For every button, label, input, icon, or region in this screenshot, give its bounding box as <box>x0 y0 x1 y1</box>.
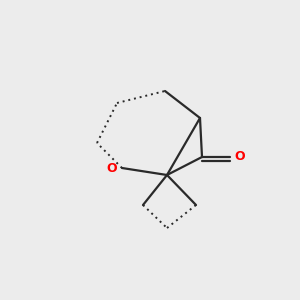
Text: O: O <box>235 151 245 164</box>
Text: O: O <box>107 161 117 175</box>
